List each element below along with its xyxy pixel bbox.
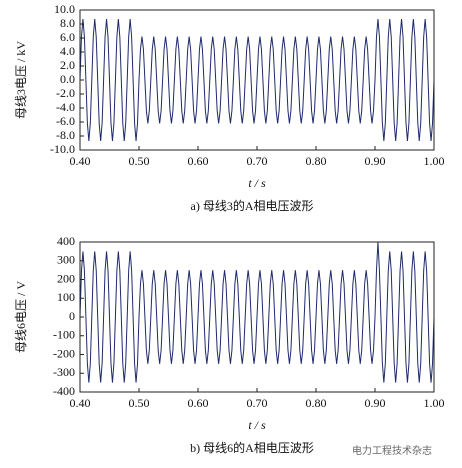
y-tick-label: 8.0 [60,16,75,30]
y-tick-label: -200 [53,346,75,360]
y-tick-label: -8.0 [56,128,75,142]
y-tick-label: 300 [57,253,75,267]
y-tick-label: 6.0 [60,30,75,44]
y-tick-label: -4.0 [56,100,75,114]
y-tick-label: -100 [53,328,75,342]
y-tick-label: 4.0 [60,44,75,58]
caption: b) 母线6的A相电压波形 [190,440,314,455]
y-tick-label: -400 [53,384,75,398]
x-tick-label: 1.00 [424,396,445,410]
x-tick-label: 0.50 [129,154,150,168]
y-tick-label: -10.0 [50,142,75,156]
x-axis-label: t / s [248,176,266,190]
x-tick-label: 0.40 [70,396,91,410]
x-tick-label: 0.40 [70,154,91,168]
x-tick-label: 0.60 [188,154,209,168]
x-tick-label: 0.50 [129,396,150,410]
y-tick-label: 10.0 [54,2,75,16]
y-tick-label: 0.0 [60,72,75,86]
y-tick-label: 2.0 [60,58,75,72]
y-tick-label: 100 [57,290,75,304]
x-tick-label: 0.70 [247,396,268,410]
y-tick-label: 200 [57,271,75,285]
watermark: 电力工程技术杂志 [352,444,432,457]
x-axis-label: t / s [248,418,266,432]
y-tick-label: -300 [53,365,75,379]
x-tick-label: 0.70 [247,154,268,168]
y-tick-label: -6.0 [56,114,75,128]
y-tick-label: 400 [57,234,75,248]
x-tick-label: 0.80 [306,154,327,168]
y-tick-label: -2.0 [56,86,75,100]
y-tick-label: 0 [69,309,75,323]
x-tick-label: 0.90 [365,396,386,410]
y-axis-label: 母线6电压 / V [14,281,28,353]
y-axis-label: 母线3电压 / kV [14,41,28,119]
x-tick-label: 1.00 [424,154,445,168]
x-tick-label: 0.60 [188,396,209,410]
waveform [79,19,435,141]
waveform [79,241,435,383]
caption: a) 母线3的A相电压波形 [191,198,314,213]
x-tick-label: 0.80 [306,396,327,410]
x-tick-label: 0.90 [365,154,386,168]
